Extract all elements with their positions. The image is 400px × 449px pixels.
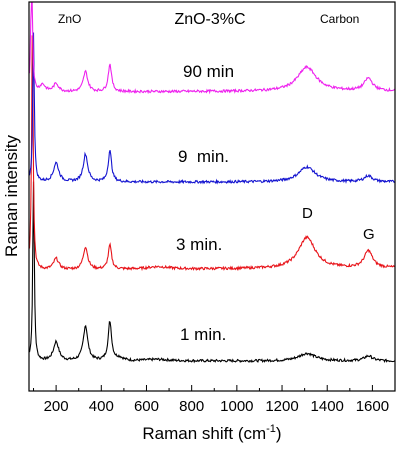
x-tick-label: 800 (179, 398, 204, 415)
series-layer (28, 2, 396, 364)
annotation-d-band: D (302, 205, 313, 222)
chart-title: ZnO-3%C (174, 11, 245, 28)
x-tick-label: 200 (44, 398, 69, 415)
x-tick-label: 600 (134, 398, 159, 415)
x-axis-label-sup: -1 (266, 423, 276, 435)
series-line (28, 181, 396, 364)
series-label-90min: 90 min (183, 62, 234, 81)
series-line (28, 2, 396, 95)
x-axis-label: Raman shift (cm-1) (142, 423, 281, 443)
annotation-g-band: G (363, 226, 375, 243)
x-tick-label: 1000 (220, 398, 253, 415)
x-tick-label: 1400 (311, 398, 344, 415)
x-tick-label: 1600 (356, 398, 389, 415)
annotation-carbon: Carbon (320, 12, 359, 26)
x-axis: 200 400 600 800 1000 1200 1400 1600 (33, 385, 389, 415)
y-axis-label: Raman intensity (2, 135, 21, 257)
annotation-zno: ZnO (58, 12, 81, 26)
x-axis-label-close: ) (276, 424, 282, 443)
plot-frame (28, 1, 396, 392)
series-label-9min: 9 min. (178, 147, 229, 166)
x-axis-label-text: Raman shift (cm (142, 424, 266, 443)
series-line (28, 35, 396, 272)
series-line (28, 32, 396, 185)
series-label-3min: 3 min. (176, 235, 222, 254)
series-label-1min: 1 min. (180, 325, 226, 344)
x-tick-label: 400 (89, 398, 114, 415)
x-tick-label: 1200 (265, 398, 298, 415)
